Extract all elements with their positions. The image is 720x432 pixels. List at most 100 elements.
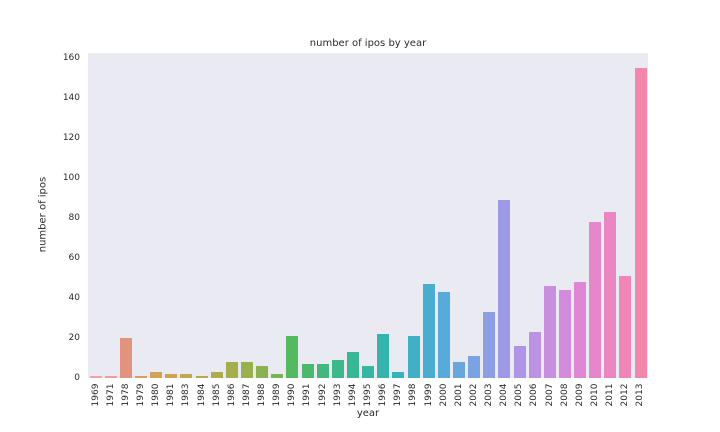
bar-2012: [619, 276, 632, 378]
bar-slot-2011: [603, 53, 618, 378]
bar-slot-1985: [209, 53, 224, 378]
x-tick-1980: 1980: [151, 383, 162, 407]
x-tick-2010: 2010: [590, 383, 601, 407]
bar-slot-1992: [315, 53, 330, 378]
bar-slot-1991: [300, 53, 315, 378]
x-tick-1989: 1989: [272, 383, 283, 407]
bar-1983: [180, 374, 193, 378]
x-tick-2011: 2011: [605, 383, 616, 407]
bar-slot-2001: [451, 53, 466, 378]
bar-2001: [452, 362, 465, 378]
x-axis-label: year: [356, 408, 380, 419]
x-tick-1995: 1995: [363, 383, 373, 407]
x-tick-1969: 1969: [90, 383, 101, 407]
bar-1978: [119, 338, 132, 378]
bar-slot-2012: [618, 53, 633, 378]
y-tick-0: 0: [74, 373, 80, 383]
bar-2003: [483, 312, 496, 378]
chart-title: number of ipos by year: [309, 38, 427, 49]
bar-slot-2008: [557, 53, 572, 378]
bar-slot-1971: [103, 53, 118, 378]
bar-slot-1999: [421, 53, 436, 378]
x-tick-1991: 1991: [302, 383, 313, 407]
x-tick-1985: 1985: [211, 383, 222, 407]
bar-slot-1983: [179, 53, 194, 378]
x-tick-1983: 1983: [181, 383, 192, 407]
x-tick-1999: 1999: [423, 383, 434, 407]
plot-area: [88, 53, 648, 378]
bar-slot-2003: [482, 53, 497, 378]
bar-slot-1998: [406, 53, 421, 378]
bar-1991: [301, 364, 314, 378]
bar-1969: [89, 376, 102, 378]
x-tick-1990: 1990: [287, 383, 298, 407]
x-tick-1987: 1987: [241, 383, 252, 407]
bar-1994: [346, 352, 359, 378]
bar-slot-2005: [512, 53, 527, 378]
x-tick-1979: 1979: [135, 383, 146, 407]
x-tick-2005: 2005: [514, 383, 525, 407]
bar-1992: [316, 364, 329, 378]
x-tick-1997: 1997: [393, 383, 404, 407]
bar-slot-2000: [436, 53, 451, 378]
bar-1995: [362, 366, 375, 378]
bar-slot-1996: [376, 53, 391, 378]
bar-1988: [256, 366, 269, 378]
x-tick-2003: 2003: [484, 383, 495, 407]
bar-slot-2006: [527, 53, 542, 378]
bar-slot-1993: [330, 53, 345, 378]
x-tick-2013: 2013: [635, 383, 646, 407]
bar-slot-1978: [118, 53, 133, 378]
bar-2002: [468, 356, 481, 378]
bar-slot-2013: [633, 53, 648, 378]
bar-slot-1987: [239, 53, 254, 378]
x-tick-2000: 2000: [438, 383, 449, 407]
x-tick-1978: 1978: [120, 383, 131, 407]
bar-slot-1995: [361, 53, 376, 378]
bar-slot-2010: [588, 53, 603, 378]
bar-1985: [210, 372, 223, 378]
x-tick-2001: 2001: [453, 383, 464, 407]
bar-slot-1969: [88, 53, 103, 378]
bar-1989: [271, 374, 284, 378]
bar-2005: [513, 346, 526, 378]
y-tick-140: 140: [62, 93, 80, 103]
x-tick-1998: 1998: [408, 383, 419, 407]
bar-slot-2007: [542, 53, 557, 378]
x-tick-2008: 2008: [559, 383, 570, 407]
bar-slot-2009: [573, 53, 588, 378]
bar-1996: [377, 334, 390, 378]
bar-2008: [558, 290, 571, 378]
x-tick-1996: 1996: [378, 383, 389, 407]
bar-1984: [195, 376, 208, 378]
bar-1998: [407, 336, 420, 378]
bar-slot-1990: [285, 53, 300, 378]
bar-2011: [604, 212, 617, 378]
bar-slot-1979: [133, 53, 148, 378]
bar-1999: [422, 284, 435, 378]
bar-slot-1986: [224, 53, 239, 378]
bar-1997: [392, 372, 405, 378]
bar-1979: [134, 376, 147, 378]
bar-slot-1984: [194, 53, 209, 378]
bar-1980: [150, 372, 163, 378]
y-tick-160: 160: [62, 53, 80, 63]
x-tick-1971: 1971: [105, 383, 116, 407]
y-tick-120: 120: [62, 133, 80, 143]
x-tick-2006: 2006: [529, 383, 540, 407]
bar-1990: [286, 336, 299, 378]
x-tick-2009: 2009: [574, 383, 585, 407]
bar-2010: [589, 222, 602, 378]
x-tick-2004: 2004: [499, 383, 510, 407]
x-tick-1993: 1993: [332, 383, 343, 407]
x-tick-1992: 1992: [317, 383, 328, 407]
x-tick-2002: 2002: [468, 383, 479, 407]
x-tick-1986: 1986: [226, 383, 237, 407]
y-tick-20: 20: [68, 333, 80, 343]
bar-2009: [574, 282, 587, 378]
bar-2000: [437, 292, 450, 378]
bar-1971: [104, 376, 117, 378]
bar-slot-1988: [255, 53, 270, 378]
bar-1986: [225, 362, 238, 378]
y-tick-100: 100: [62, 173, 80, 183]
